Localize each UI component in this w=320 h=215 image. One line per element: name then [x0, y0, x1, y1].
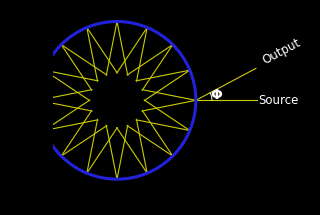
Circle shape — [90, 74, 144, 127]
Text: Source: Source — [259, 94, 299, 107]
Text: Output: Output — [260, 36, 303, 67]
Text: Φ: Φ — [210, 88, 222, 102]
